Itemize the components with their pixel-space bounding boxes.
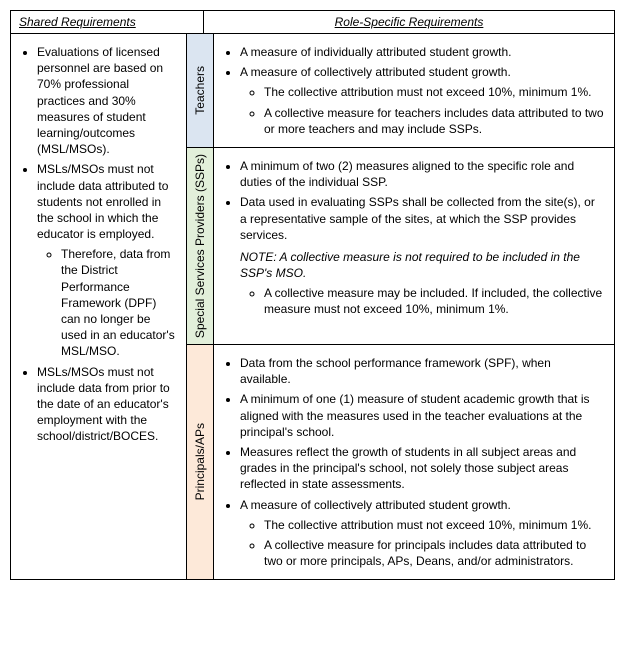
- principals-subitem: A collective measure for principals incl…: [264, 537, 604, 569]
- ssps-item: Data used in evaluating SSPs shall be co…: [240, 194, 604, 317]
- teachers-subitem: The collective attribution must not exce…: [264, 84, 604, 100]
- shared-item: Evaluations of licensed personnel are ba…: [37, 44, 178, 157]
- ssps-cell: A minimum of two (2) measures aligned to…: [214, 148, 614, 344]
- shared-item: MSLs/MSOs must not include data from pri…: [37, 364, 178, 445]
- shared-column: Evaluations of licensed personnel are ba…: [11, 34, 187, 579]
- teachers-label: Teachers: [193, 60, 207, 121]
- ssps-label: Special Services Providers (SSPs): [193, 148, 207, 344]
- principals-subitem: The collective attribution must not exce…: [264, 517, 604, 533]
- header-shared: Shared Requirements: [11, 11, 204, 33]
- role-column: Teachers A measure of individually attri…: [187, 34, 614, 579]
- principals-item: A measure of collectively attributed stu…: [240, 497, 604, 570]
- shared-text: MSLs/MSOs must not include data attribut…: [37, 162, 168, 241]
- table-body: Evaluations of licensed personnel are ba…: [11, 34, 614, 579]
- shared-item: MSLs/MSOs must not include data attribut…: [37, 161, 178, 359]
- ssps-subitem: A collective measure may be included. If…: [264, 285, 604, 317]
- teachers-tab: Teachers: [187, 34, 214, 147]
- principals-tab: Principals/APs: [187, 345, 214, 579]
- principals-cell: Data from the school performance framewo…: [214, 345, 614, 579]
- principals-item: Measures reflect the growth of students …: [240, 444, 604, 493]
- ssps-text: Data used in evaluating SSPs shall be co…: [240, 195, 595, 241]
- ssps-tab: Special Services Providers (SSPs): [187, 148, 214, 344]
- teachers-row: Teachers A measure of individually attri…: [187, 34, 614, 148]
- teachers-cell: A measure of individually attributed stu…: [214, 34, 614, 147]
- principals-label: Principals/APs: [193, 417, 207, 506]
- header-role: Role-Specific Requirements: [204, 11, 614, 33]
- shared-subitem: Therefore, data from the District Perfor…: [61, 246, 178, 359]
- teachers-item: A measure of individually attributed stu…: [240, 44, 604, 60]
- teachers-subitem: A collective measure for teachers includ…: [264, 105, 604, 137]
- ssps-note: NOTE: A collective measure is not requir…: [240, 249, 604, 281]
- header-row: Shared Requirements Role-Specific Requir…: [11, 11, 614, 34]
- requirements-table: Shared Requirements Role-Specific Requir…: [10, 10, 615, 580]
- teachers-item: A measure of collectively attributed stu…: [240, 64, 604, 137]
- principals-item: Data from the school performance framewo…: [240, 355, 604, 387]
- teachers-text: A measure of collectively attributed stu…: [240, 65, 511, 79]
- principals-row: Principals/APs Data from the school perf…: [187, 345, 614, 579]
- principals-text: A measure of collectively attributed stu…: [240, 498, 511, 512]
- ssps-item: A minimum of two (2) measures aligned to…: [240, 158, 604, 190]
- principals-item: A minimum of one (1) measure of student …: [240, 391, 604, 440]
- ssps-row: Special Services Providers (SSPs) A mini…: [187, 148, 614, 345]
